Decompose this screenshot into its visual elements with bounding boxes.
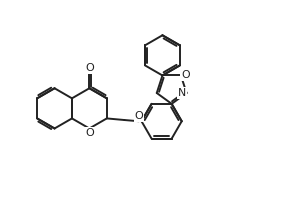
Text: O: O (85, 128, 94, 138)
Text: O: O (135, 111, 143, 121)
Text: O: O (181, 70, 190, 80)
Text: N: N (178, 88, 186, 98)
Text: O: O (85, 63, 94, 73)
